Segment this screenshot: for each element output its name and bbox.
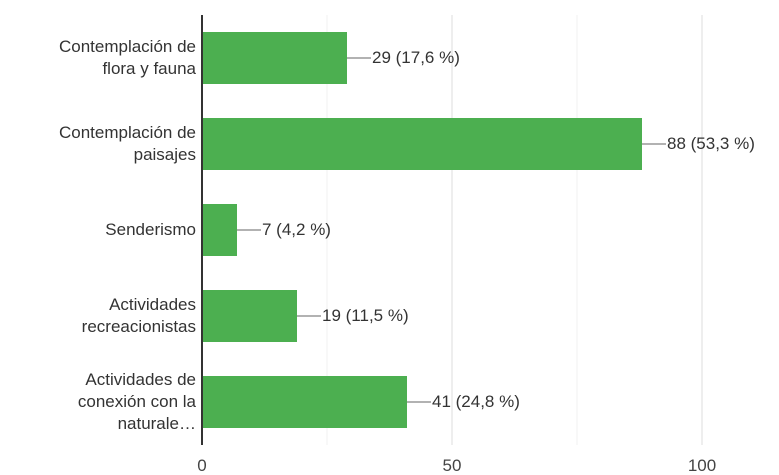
bar — [202, 376, 407, 428]
data-label: 88 (53,3 %) — [667, 134, 755, 153]
bar — [202, 290, 297, 342]
data-label: 41 (24,8 %) — [432, 392, 520, 411]
y-tick-label: Actividades recreacionistas — [81, 295, 196, 336]
data-label: 29 (17,6 %) — [372, 48, 460, 67]
x-tick-label: 100 — [687, 456, 717, 475]
data-label: 19 (11,5 %) — [322, 306, 409, 325]
data-label: 7 (4,2 %) — [262, 220, 331, 239]
bar — [202, 204, 237, 256]
y-tick-label: Actividades de conexión con la naturale… — [77, 370, 196, 433]
bar — [202, 118, 642, 170]
y-tick-label: Contemplación de paisajes — [58, 123, 196, 164]
x-tick-label: 50 — [442, 456, 462, 475]
bar — [202, 32, 347, 84]
y-tick-label: Contemplación de flora y fauna — [58, 37, 196, 78]
x-tick-label: 0 — [197, 456, 207, 475]
y-tick-label: Senderismo — [105, 220, 196, 239]
